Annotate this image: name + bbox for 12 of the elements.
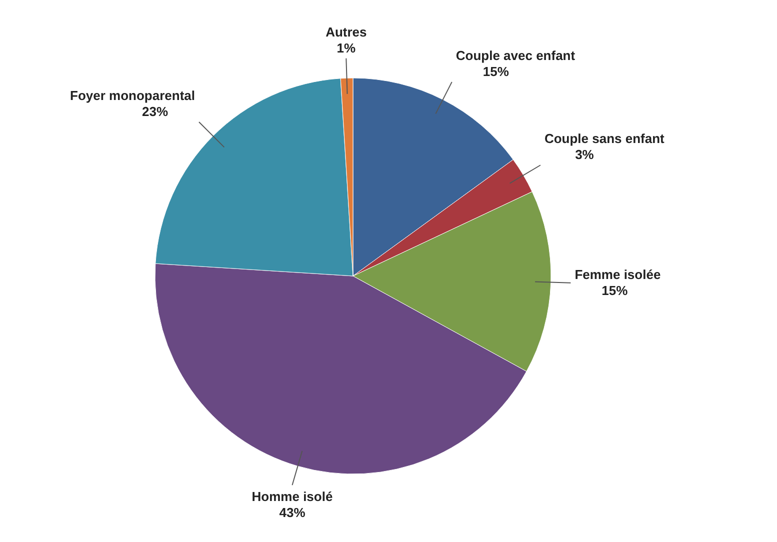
slice-label: Autres [326,24,367,40]
data-label: 43% [279,505,306,520]
data-label: 3% [575,147,594,162]
slice-label: Femme isolée [574,266,661,282]
data-label: 23% [142,104,168,119]
slice-label: Couple sans enfant [544,131,666,146]
data-label: 15% [602,282,628,298]
slice-label: Foyer monoparental [70,88,195,103]
slice-label: Homme isolé [252,489,333,504]
slice-label: Couple avec enfant [456,48,576,63]
data-label: 15% [482,64,510,79]
data-label: 1% [336,40,356,56]
